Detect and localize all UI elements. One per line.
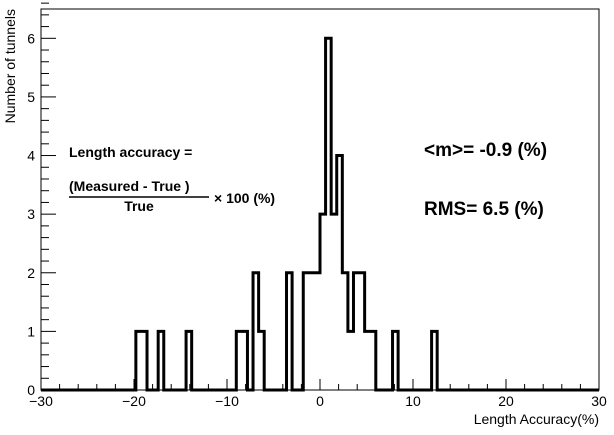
formula-numerator: (Measured - True ): [69, 178, 190, 194]
formula-factor: × 100 (%): [214, 190, 275, 206]
mean-annotation: <m>= -0.9 (%): [424, 140, 547, 161]
x-tick-label: 10: [405, 393, 421, 409]
tick-labels: −30 −20 −10 0 10 20 30 0 1 2 3 4 5 6: [27, 30, 607, 409]
y-tick-label: 0: [27, 382, 35, 398]
formula-label: Length accuracy =: [69, 144, 192, 160]
y-axis-title: Number of tunnels: [2, 9, 18, 123]
histogram-bin: [314, 273, 320, 390]
y-tick-label: 2: [27, 265, 35, 281]
y-tick-label: 4: [27, 148, 35, 164]
plot-frame: [40, 8, 600, 391]
x-tick-label: 20: [498, 393, 514, 409]
x-tick-label: −30: [29, 393, 53, 409]
x-axis-title: Length Accuracy(%): [474, 411, 599, 427]
x-tick-label: 30: [591, 393, 607, 409]
histogram-bin: [365, 331, 371, 390]
histogram-bin: [348, 331, 354, 390]
histogram-bin: [309, 273, 315, 390]
x-tick-label: −10: [215, 393, 239, 409]
formula-denominator: True: [124, 198, 154, 214]
rms-annotation: RMS= 6.5 (%): [424, 199, 544, 220]
x-tick-label: −20: [122, 393, 146, 409]
y-tick-label: 5: [27, 89, 35, 105]
x-tick-label: 0: [316, 393, 324, 409]
histogram-bin: [331, 214, 337, 390]
y-tick-label: 6: [27, 30, 35, 46]
y-tick-label: 3: [27, 206, 35, 222]
y-tick-label: 1: [27, 323, 35, 339]
